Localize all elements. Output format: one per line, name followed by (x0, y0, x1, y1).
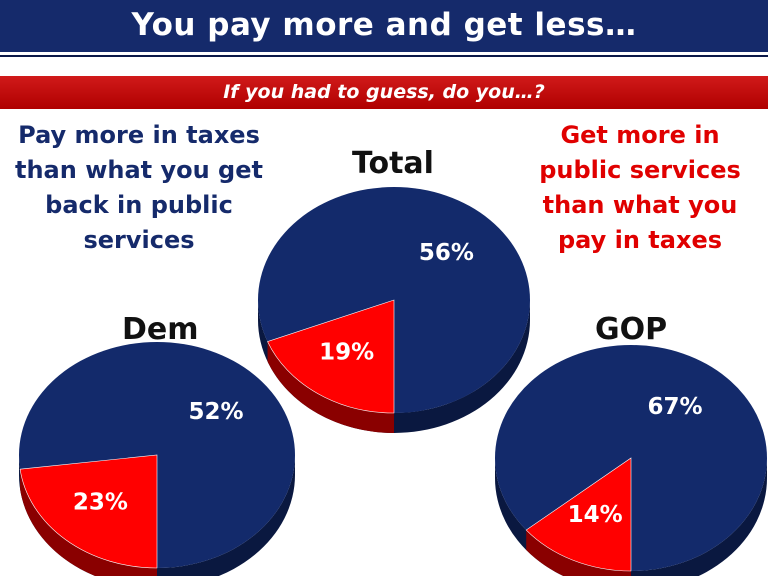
statement-get-more: Get more in public services than what yo… (539, 121, 741, 254)
subtitle-bar: If you had to guess, do you…? (0, 76, 768, 109)
pie-side-red-dem (20, 469, 157, 576)
slice-get-more-total (267, 299, 395, 414)
title-bar: You pay more and get less… (0, 0, 768, 55)
label-pay-more-total: 56% (419, 240, 474, 266)
pie-title-dem: Dem (122, 312, 199, 347)
subtitle: If you had to guess, do you…? (223, 81, 545, 103)
pie-side-red-gop (526, 530, 631, 576)
pie-gop: 14% 67% (495, 345, 767, 576)
label-get-more-gop: 14% (568, 502, 623, 528)
label-get-more-total: 19% (319, 339, 374, 365)
label-get-more-dem: 23% (73, 490, 128, 516)
slice-get-more-dem (19, 454, 158, 569)
pie-title-gop: GOP (595, 312, 668, 347)
label-pay-more-dem: 52% (189, 399, 244, 425)
statement-pay-more: Pay more in taxes than what you get back… (15, 121, 263, 254)
label-pay-more-gop: 67% (648, 394, 703, 420)
page-title: You pay more and get less… (131, 7, 637, 43)
pie-title-total: Total (352, 146, 434, 181)
slice-get-more-gop (525, 457, 632, 572)
pie-total: 19% 56% (258, 187, 530, 433)
pie-dem: 23% 52% (19, 342, 295, 576)
